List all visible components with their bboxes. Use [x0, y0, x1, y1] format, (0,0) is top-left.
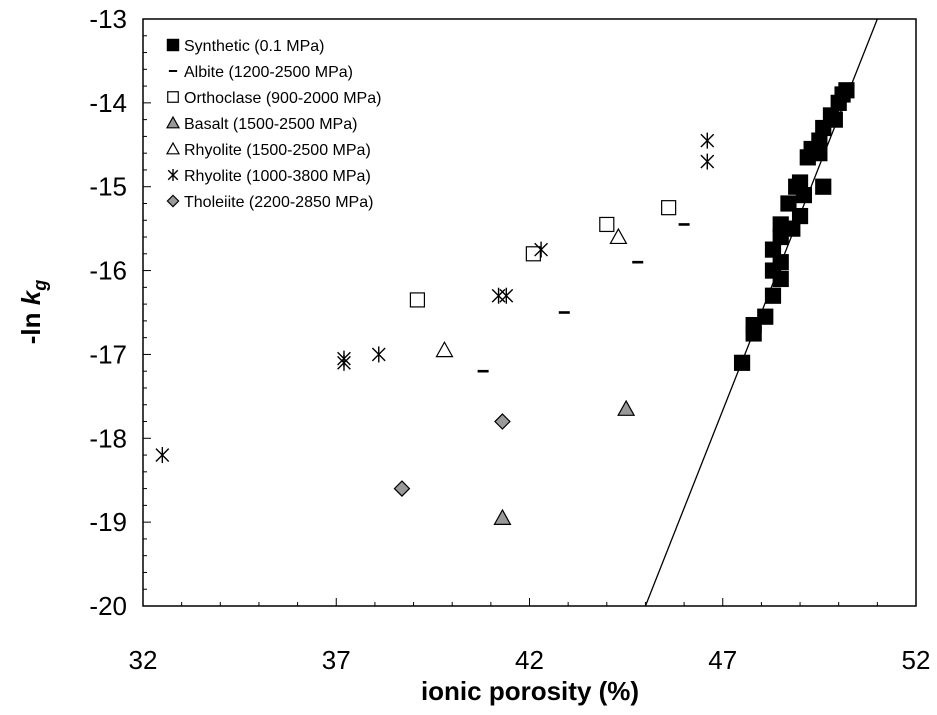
legend-label: Basalt (1500-2500 MPa) — [184, 116, 357, 133]
data-point — [477, 369, 489, 373]
legend-item: Rhyolite (1500-2500 MPa) — [165, 141, 371, 159]
x-tick-label: 32 — [129, 645, 158, 675]
data-point — [558, 311, 570, 314]
data-point — [599, 216, 615, 233]
data-point — [780, 195, 797, 212]
y-axis-title-italic: k — [16, 289, 46, 305]
legend-item: Synthetic (0.1 MPa) — [166, 38, 325, 55]
data-point — [745, 325, 762, 342]
legend: Synthetic (0.1 MPa) Albite (1200-2500 MPa… — [165, 38, 381, 211]
x-tick-label: 37 — [322, 645, 351, 675]
data-point — [393, 480, 411, 497]
y-tick-label: -16 — [89, 256, 127, 286]
legend-item: Basalt (1500-2500 MPa) — [165, 115, 357, 133]
legend-item: Albite (1200-2500 MPa) — [168, 64, 353, 81]
legend-label: Rhyolite (1500-2500 MPa) — [184, 142, 371, 159]
data-point — [632, 260, 644, 264]
x-tick-label: 52 — [902, 645, 931, 675]
y-axis-title: -ln kg — [16, 280, 50, 344]
data-point — [494, 413, 511, 430]
legend-label: Albite (1200-2500 MPa) — [184, 64, 353, 81]
legend-marker — [167, 91, 179, 103]
data-point — [617, 399, 636, 416]
data-point — [371, 346, 386, 363]
data-point — [700, 153, 715, 170]
y-tick-label: -17 — [89, 339, 127, 369]
y-axis-title-sub: g — [30, 280, 50, 292]
legend-marker — [165, 115, 181, 129]
y-tick-label: -13 — [89, 4, 127, 34]
minor-ticks — [142, 18, 917, 607]
y-tick-label: -20 — [89, 591, 127, 621]
data-points — [155, 82, 855, 525]
x-axis-title: ionic porosity (%) — [421, 676, 639, 706]
legend-label: Orthoclase (900-2000 MPa) — [184, 90, 381, 107]
data-point — [534, 241, 548, 258]
data-point — [700, 132, 715, 149]
legend-marker — [166, 194, 180, 208]
data-point — [155, 447, 170, 464]
data-point — [772, 254, 789, 271]
data-point — [435, 341, 454, 358]
legend-label: Tholeiite (2200-2850 MPa) — [184, 194, 373, 211]
data-point — [733, 354, 751, 371]
data-point — [609, 227, 628, 245]
data-point — [337, 354, 351, 371]
legend-marker — [168, 70, 178, 72]
x-tick-label: 42 — [515, 645, 544, 675]
y-tick-label: -14 — [89, 88, 127, 118]
legend-label: Synthetic (0.1 MPa) — [184, 38, 325, 55]
x-tick-labels: 32 37 42 47 52 — [129, 645, 931, 675]
data-point — [772, 270, 789, 288]
legend-item: Orthoclase (900-2000 MPa) — [167, 90, 381, 107]
data-point — [791, 207, 809, 225]
data-point — [493, 508, 512, 525]
legend-item: Rhyolite (1000-3800 MPa) — [167, 168, 371, 185]
y-axis-title-main: -ln — [16, 305, 46, 344]
data-point — [661, 200, 677, 216]
data-point — [795, 187, 813, 204]
data-point — [815, 178, 832, 195]
data-point — [757, 308, 774, 325]
y-tick-labels: -13 -14 -15 -16 -17 -18 -19 -20 — [89, 4, 127, 621]
legend-label: Rhyolite (1000-3800 MPa) — [184, 168, 371, 185]
legend-item: Tholeiite (2200-2850 MPa) — [166, 194, 373, 211]
data-point — [525, 246, 541, 262]
data-point — [838, 82, 855, 99]
x-tick-label: 47 — [708, 645, 737, 675]
legend-marker — [167, 169, 179, 181]
data-point — [409, 292, 426, 308]
plot-area — [142, 18, 917, 607]
legend-marker — [165, 141, 181, 155]
data-point — [499, 287, 514, 304]
y-tick-label: -19 — [89, 507, 127, 537]
data-point — [678, 223, 690, 226]
y-tick-label: -18 — [89, 423, 127, 453]
legend-marker — [166, 38, 180, 52]
y-tick-label: -15 — [89, 172, 127, 202]
data-point — [826, 111, 843, 128]
data-point — [764, 287, 782, 304]
